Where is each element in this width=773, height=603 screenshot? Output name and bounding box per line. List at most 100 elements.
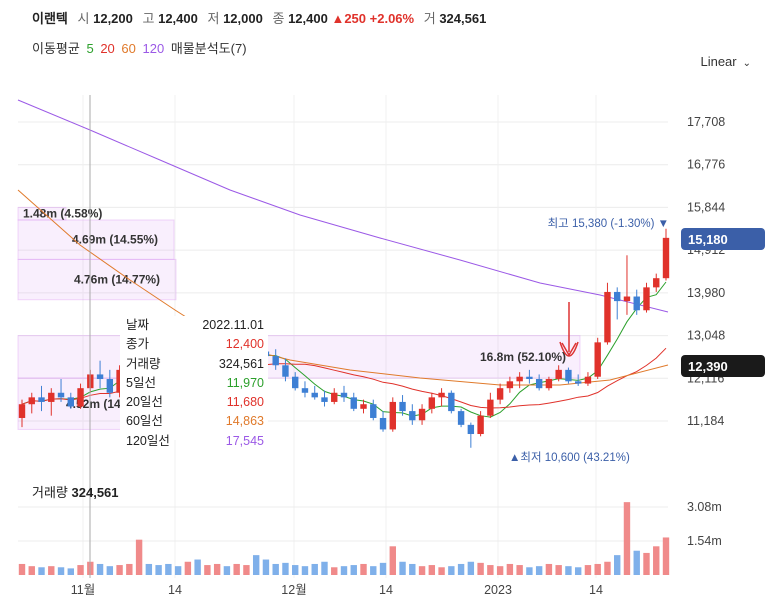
candle-body	[477, 415, 484, 435]
candle-body	[614, 291, 621, 302]
volume-bar	[516, 565, 523, 575]
moving-average-legend[interactable]: 이동평균 5 20 60 120 매물분석도(7)	[32, 38, 250, 57]
tooltip-ma60: 14,863	[225, 414, 264, 429]
volume-bar	[184, 561, 192, 575]
volume-bar	[243, 565, 250, 575]
candle-body	[535, 379, 543, 389]
volume-bar	[643, 552, 650, 575]
tooltip-ma5: 11,970	[226, 375, 264, 390]
volume-bar	[340, 566, 348, 575]
chevron-down-icon: ⌄	[742, 58, 751, 69]
candle-body	[18, 404, 26, 418]
annotations: 최고 15,380 (-1.30%) ▼ ▲최저 10,600 (43.21%)…	[89, 95, 765, 578]
stock-name: 이랜텍	[32, 11, 68, 26]
candle-body	[526, 376, 533, 380]
candle-body	[67, 397, 74, 407]
volume-bar	[535, 566, 543, 575]
candle-body	[662, 237, 670, 279]
time-tick-label: 12월	[281, 583, 306, 597]
candle-body	[604, 291, 611, 343]
stock-header: 이랜텍 시 12,200 고 12,400 저 12,000 종 12,400 …	[32, 8, 486, 27]
volume-profile-label[interactable]: 매물분석도(7)	[170, 41, 247, 56]
volume-bar	[301, 566, 309, 575]
candle-body	[633, 296, 640, 311]
candle-body	[623, 296, 631, 302]
volume-bar	[126, 563, 133, 575]
candle-body	[399, 401, 406, 412]
change-value: ▲250	[331, 11, 367, 26]
volume-bar	[28, 566, 35, 575]
volume-bar	[555, 565, 562, 575]
tooltip-ma20: 11,680	[226, 395, 264, 410]
scale-label: Linear	[700, 54, 737, 69]
current-price-tag	[681, 228, 765, 250]
volume-bar	[48, 566, 55, 575]
volume-label: 거	[423, 11, 436, 26]
candle-body	[389, 401, 396, 430]
volume-bar	[428, 565, 436, 575]
candle-body	[38, 397, 45, 402]
volume-bar	[379, 562, 387, 575]
volume-bar	[106, 566, 114, 575]
candle-body	[272, 356, 279, 366]
volume-bar	[448, 566, 455, 575]
tooltip-volume-label: 거래량	[126, 356, 161, 371]
volume-bar	[252, 555, 260, 575]
volume-bars	[18, 502, 670, 575]
scale-selector[interactable]: Linear ⌄	[700, 54, 751, 69]
ma60-line	[17, 189, 669, 386]
volume-bar	[57, 567, 65, 575]
volume-profile-label: 1.48m (4.58%)	[23, 207, 102, 221]
candle-body	[77, 388, 84, 407]
time-tick-label: 14	[589, 583, 603, 597]
current-price: 15,180	[688, 232, 728, 247]
volume-bar	[350, 565, 357, 575]
volume-bar	[155, 565, 162, 575]
price-tick-label: 17,708	[687, 115, 725, 129]
tooltip-ma60-label: 60일선	[126, 414, 163, 429]
price-tick-label: 13,980	[687, 286, 725, 300]
candle-body	[282, 365, 289, 377]
volume-bar	[496, 566, 504, 575]
low-label: 저	[207, 11, 220, 26]
volume-bar	[584, 565, 592, 575]
grid	[18, 95, 668, 578]
volume-profile-label: 4.69m (14.55%)	[72, 233, 158, 247]
volume-bar	[292, 565, 299, 575]
change-percent: +2.06%	[369, 11, 415, 26]
volume-panel-value: 324,561	[71, 485, 119, 500]
time-tick-label: 11월	[71, 583, 95, 597]
candle-body	[506, 381, 514, 389]
volume-profile-label: 16.8m (52.10%)	[480, 350, 566, 364]
volume-profile: 1.48m (4.58%) 4.69m (14.55%) 4.76m (14.77%…	[17, 207, 581, 430]
volume-bar	[633, 550, 640, 575]
tooltip-close-label: 종가	[126, 337, 150, 352]
volume-bar	[223, 566, 231, 575]
volume-tick-label: 3.08m	[687, 500, 722, 514]
volume-bar	[506, 563, 514, 575]
candle-body	[496, 388, 504, 400]
ma-legend-label: 이동평균	[32, 41, 80, 56]
price-tick-label: 15,844	[687, 200, 725, 214]
price-tick-label: 13,048	[687, 329, 725, 343]
candle-body	[116, 369, 123, 393]
price-tick-label: 16,776	[687, 158, 725, 172]
volume-bar	[370, 566, 377, 575]
volume-panel-label: 거래량	[32, 485, 68, 500]
candle-body	[545, 379, 553, 389]
volume-bar	[653, 546, 660, 575]
volume-bar	[311, 563, 318, 575]
volume-bar	[204, 565, 211, 575]
volume-bar	[38, 567, 45, 575]
volume-profile-bar	[17, 219, 175, 260]
candle-body	[487, 399, 494, 416]
tooltip-ma5-label: 5일선	[126, 375, 156, 390]
candle-body	[516, 376, 523, 382]
candle-body	[360, 404, 367, 409]
candle-body	[321, 397, 328, 402]
volume-tick-label: 1.54m	[687, 534, 722, 548]
volume-bar	[467, 561, 475, 575]
tooltip-ma120-label: 120일선	[126, 433, 170, 448]
ma20-period: 20	[100, 41, 115, 56]
